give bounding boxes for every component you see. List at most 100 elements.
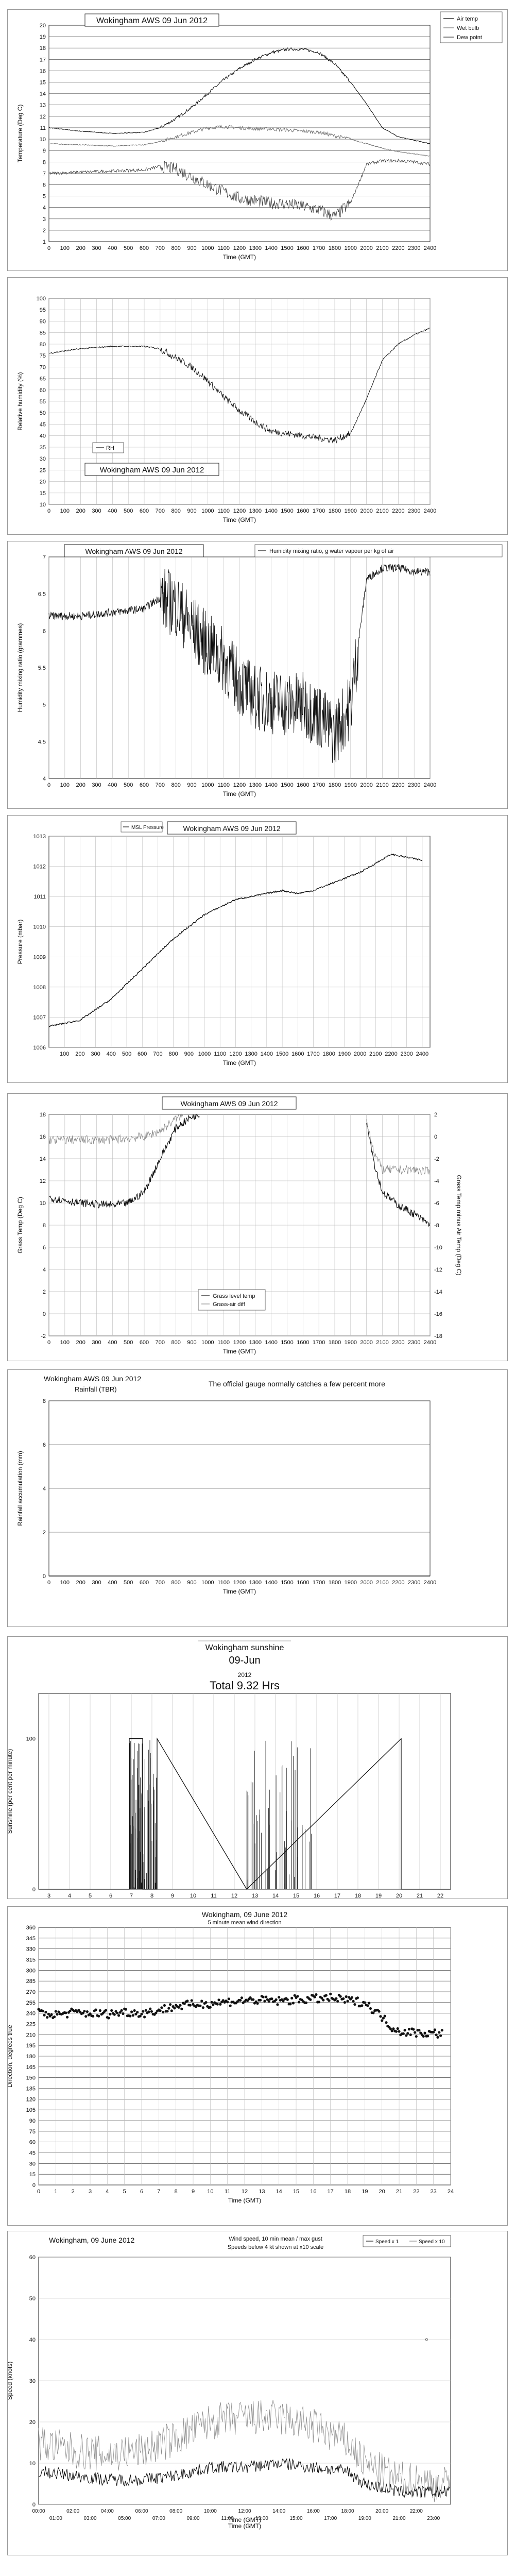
x-tick-label: 1300 (249, 1580, 262, 1586)
y-axis-label: Pressure (mbar) (16, 920, 24, 964)
x-tick-label: 4 (68, 1893, 71, 1899)
x-tick-label: 0 (47, 508, 50, 514)
direction-point (129, 2014, 132, 2018)
y-tick-label: 195 (26, 2043, 36, 2049)
legend-box (363, 2235, 451, 2247)
direction-point (328, 1999, 331, 2002)
y-tick-label: 5.5 (38, 665, 46, 671)
y-tick-label: -2 (41, 1333, 46, 1340)
mean-speed-line (38, 2458, 450, 2498)
x-tick-label: 1000 (201, 1580, 214, 1586)
direction-point (94, 2008, 97, 2011)
y-tick-label: 100 (26, 1736, 36, 1742)
direction-point (350, 1996, 353, 1999)
x-tick-label: 2400 (424, 1340, 436, 1346)
direction-point (118, 2011, 122, 2014)
x-tick-label: 12 (231, 1893, 237, 1899)
y-tick-label: 0 (32, 2502, 36, 2508)
x-tick-label: 22 (413, 2189, 419, 2195)
x-tick-label: 300 (92, 1340, 101, 1346)
x-tick-label: 2200 (392, 245, 404, 251)
y-tick-label: 55 (40, 399, 46, 405)
direction-point (117, 2014, 121, 2017)
x-tick-label: 500 (124, 1580, 133, 1586)
x-tick-label: 2100 (376, 245, 388, 251)
direction-point (173, 2007, 176, 2010)
x-tick-label: 02:00 (66, 2509, 79, 2514)
y-tick-label: 7 (43, 171, 46, 177)
direction-point (346, 1999, 349, 2003)
y-tick-label: 11 (40, 125, 46, 131)
x-tick-label: 2000 (360, 782, 372, 788)
legend-label: MSL Pressure (131, 825, 164, 831)
direction-point (149, 2007, 152, 2010)
x-tick-label: 1400 (265, 245, 277, 251)
x-tick-label: 06:00 (135, 2509, 148, 2514)
x-tick-label: 2400 (416, 1051, 428, 1057)
relative-humidity-chart-panel: 10 15 20 25 30 35 40 45 50 55 60 65 70 75 80 85 90 95 100 0… (7, 277, 508, 535)
direction-point (335, 1997, 338, 2000)
y-tick-label: 10 (29, 2461, 36, 2467)
x-tick-label: 700 (156, 782, 165, 788)
y-tick-label: 0 (32, 2182, 36, 2189)
y-axis-label: Direction, degrees true (8, 2025, 13, 2088)
direction-point (336, 1999, 339, 2003)
direction-point (379, 2015, 382, 2018)
x-tick-label: 1900 (345, 1580, 357, 1586)
x-tick-label: 1200 (229, 1051, 242, 1057)
x-tick-label: 10 (207, 2189, 213, 2195)
direction-point (406, 2032, 409, 2035)
x-tick-label: 1200 (233, 508, 246, 514)
x-tick-label: 1100 (217, 1340, 230, 1346)
x-tick-label: 14 (272, 1893, 279, 1899)
direction-point (435, 2033, 438, 2037)
x-tick-label: 1800 (329, 1580, 341, 1586)
x-tick-label: 11:00 (221, 2516, 234, 2521)
x-tick-label: 01:00 (49, 2516, 62, 2521)
direction-point (439, 2034, 442, 2037)
direction-point (139, 2014, 142, 2018)
series-line-0 (48, 47, 431, 144)
x-tick-label: 2200 (392, 782, 404, 788)
chart-title: Wokingham, 09 June 2012 (202, 1910, 288, 1919)
y-tick-label: 60 (40, 387, 46, 394)
y-tick-label: 12 (40, 1178, 46, 1184)
x-tick-label: 700 (156, 1580, 165, 1586)
x-tick-label: 19 (375, 1893, 382, 1899)
x-tick-label: 14:00 (272, 2509, 285, 2514)
y-tick-label: 1010 (33, 924, 46, 930)
direction-point (418, 2029, 421, 2032)
x-tick-label: 1700 (313, 1340, 325, 1346)
y-tick-label: 35 (40, 445, 46, 451)
x-tick-label: 200 (76, 508, 85, 514)
direction-point (276, 2003, 279, 2006)
x-tick-label: 15 (293, 1893, 299, 1899)
direction-point (113, 2013, 116, 2016)
x-tick-label: 100 (60, 1580, 70, 1586)
plot-area (38, 1693, 451, 1890)
direction-point (210, 2001, 213, 2004)
x-tick-label: 10:00 (204, 2509, 217, 2514)
x-tick-label: 2100 (369, 1051, 382, 1057)
direction-point (329, 1992, 332, 1995)
direction-point (315, 1993, 318, 1996)
direction-point (81, 2011, 84, 2014)
x-tick-label: 23:00 (427, 2516, 440, 2521)
y-tick-label: 40 (40, 433, 46, 439)
y-tick-label: 6 (43, 628, 46, 634)
x-tick-label: 300 (92, 1580, 101, 1586)
y-tick-label: 4 (43, 205, 46, 211)
x-tick-label: 200 (75, 1051, 84, 1057)
direction-point (179, 2004, 182, 2007)
x-tick-label: 900 (187, 1340, 196, 1346)
direction-point (282, 1999, 285, 2003)
chart-title-box (84, 13, 219, 27)
direction-point (221, 1999, 225, 2002)
y-tick-label: 50 (40, 410, 46, 416)
direction-point (324, 1994, 328, 1997)
direction-point (98, 2009, 101, 2012)
x-tick-label: 0 (47, 1340, 50, 1346)
x-tick-label: 1900 (345, 508, 357, 514)
x-tick-label: 400 (108, 508, 117, 514)
x-tick-label: 700 (156, 245, 165, 251)
